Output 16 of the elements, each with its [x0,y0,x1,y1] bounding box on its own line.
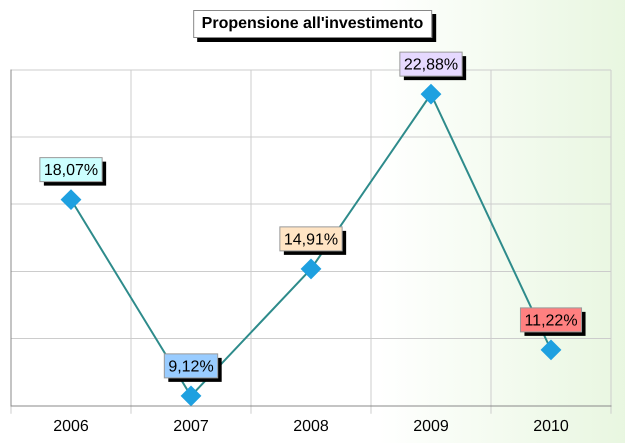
x-tick-label: 2008 [293,418,329,435]
data-label: 22,88% [404,56,458,74]
point [181,386,201,406]
data-label: 11,22% [524,312,578,330]
point [421,84,441,104]
x-tick-label: 2006 [53,418,89,435]
x-tick-label: 2009 [413,418,449,435]
point [61,190,81,210]
point [301,258,321,279]
chart-title: Propensione all'investimento [192,10,432,38]
data-label: 18,07% [44,162,98,180]
data-label: 14,91% [284,231,338,248]
point [541,340,561,360]
data-label: 9,12% [168,358,214,376]
x-tick-label: 2010 [533,418,569,435]
x-tick-label: 2007 [173,418,209,435]
